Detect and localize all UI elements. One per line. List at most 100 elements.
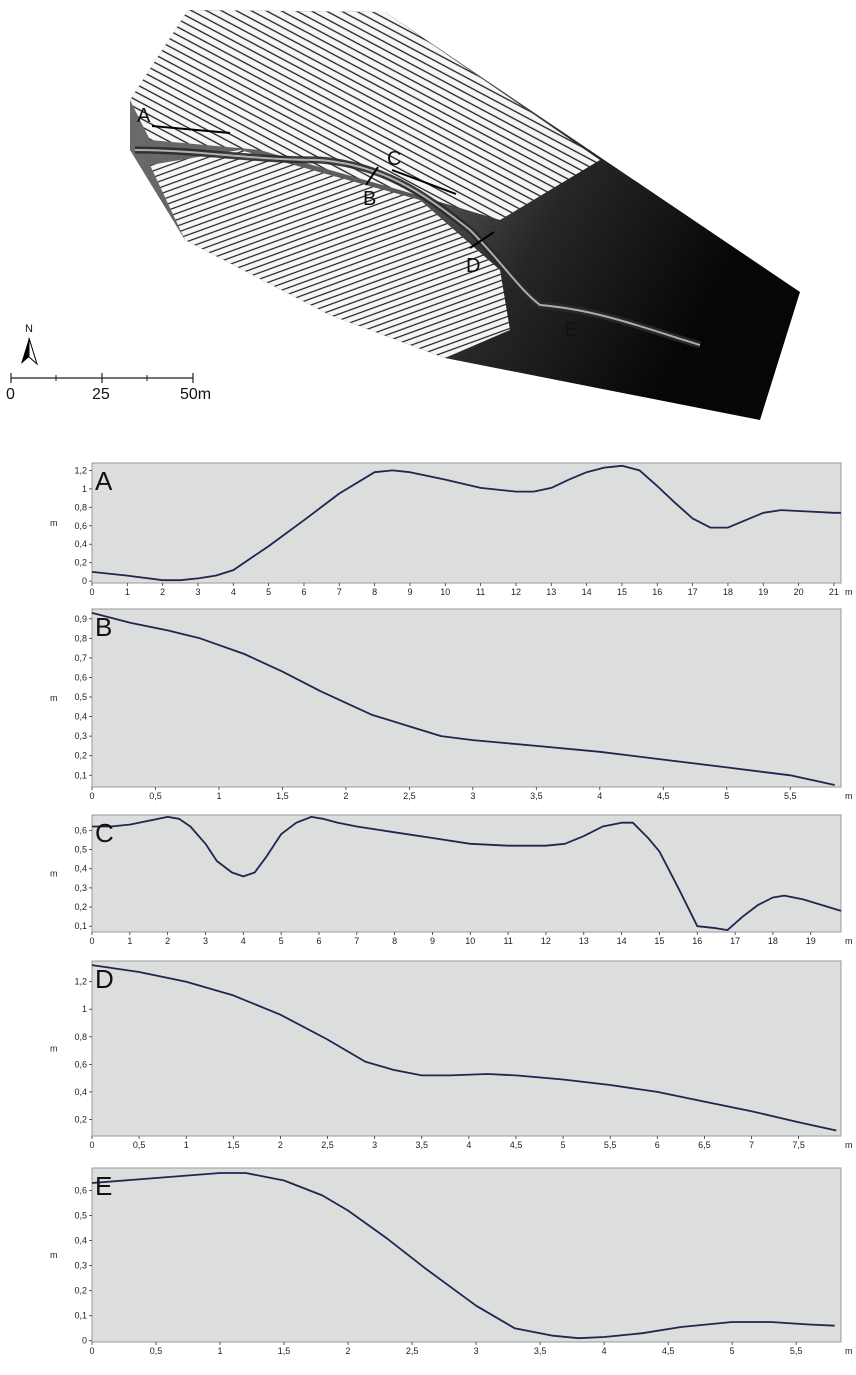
hachure-map-figure: A B C D E N 0 25 50m <box>6 10 800 420</box>
x-tick-label-c: 10 <box>465 936 475 946</box>
x-tick-label-d: 3,5 <box>415 1140 428 1150</box>
x-tick-label-d: 4,5 <box>510 1140 523 1150</box>
x-tick-label-e: 1,5 <box>278 1346 291 1356</box>
plot-area-c <box>91 814 842 933</box>
x-tick-label-a: 20 <box>794 587 804 597</box>
x-tick-label-e: 1 <box>218 1346 223 1356</box>
x-tick-label-e: 0,5 <box>150 1346 163 1356</box>
y-tick-label-e: 0,3 <box>74 1261 87 1271</box>
x-tick-label-d: 1,5 <box>227 1140 240 1150</box>
profile-line-b <box>91 612 835 786</box>
y-tick-label-c: 0,2 <box>74 902 87 912</box>
x-tick-label-c: 16 <box>692 936 702 946</box>
panel-label-c: C <box>95 818 114 848</box>
y-tick-label-e: 0,4 <box>74 1236 87 1246</box>
panel-label-d: D <box>95 964 114 994</box>
x-tick-label-c: 11 <box>503 936 512 946</box>
x-tick-label-e: 5,5 <box>790 1346 803 1356</box>
x-tick-label-d: 1 <box>184 1140 189 1150</box>
panel-label-a: A <box>95 466 113 496</box>
y-tick-label-a: 1,2 <box>74 465 87 475</box>
x-tick-label-d: 0,5 <box>133 1140 146 1150</box>
x-tick-label-d: 0 <box>89 1140 94 1150</box>
section-label-c: C <box>387 148 401 170</box>
x-tick-label-a: 15 <box>617 587 627 597</box>
x-tick-label-c: 7 <box>354 936 359 946</box>
y-tick-label-d: 1,2 <box>74 977 87 987</box>
x-tick-label-a: 9 <box>407 587 412 597</box>
x-tick-label-c: 19 <box>806 936 816 946</box>
y-tick-label-d: 0,8 <box>74 1032 87 1042</box>
profile-line-c <box>92 816 842 931</box>
x-tick-label-b: 4,5 <box>657 791 670 801</box>
x-tick-label-c: 0 <box>89 936 94 946</box>
x-tick-label-a: 1 <box>125 587 130 597</box>
x-tick-label-d: 2 <box>278 1140 283 1150</box>
x-tick-label-b: 4 <box>597 791 602 801</box>
x-axis-label-a: m <box>845 587 853 597</box>
x-tick-label-d: 4 <box>466 1140 471 1150</box>
profile-chart-a: 0 1 2 3 4 5 6 7 8 9 10 11 12 13 14 15 16 17 18 19 20 21 m00,20… <box>50 462 853 597</box>
x-tick-label-d: 7 <box>749 1140 754 1150</box>
x-tick-label-c: 14 <box>617 936 627 946</box>
x-tick-label-c: 1 <box>127 936 132 946</box>
y-tick-label-b: 0,8 <box>74 633 87 643</box>
x-tick-label-c: 18 <box>768 936 778 946</box>
x-tick-label-e: 5 <box>730 1346 735 1356</box>
y-axis-label-e: m <box>50 1250 58 1260</box>
x-tick-label-a: 8 <box>372 587 377 597</box>
y-tick-label-a: 0,8 <box>74 502 87 512</box>
scale-label-25: 25 <box>92 386 110 403</box>
y-tick-label-c: 0,4 <box>74 864 87 874</box>
x-tick-label-c: 6 <box>316 936 321 946</box>
x-tick-label-a: 17 <box>688 587 698 597</box>
profile-charts: 0 1 2 3 4 5 6 7 8 9 10 11 12 13 14 15 16 17 18 19 20 21 m00,20… <box>50 462 853 1356</box>
x-tick-label-a: 19 <box>758 587 768 597</box>
profile-chart-c: 0 1 2 3 4 5 6 7 8 9 10 11 12 13 14 15 16 17 18 19 m0,10,20,3… <box>50 814 853 946</box>
y-axis-label-d: m <box>50 1044 58 1054</box>
x-tick-label-c: 15 <box>654 936 664 946</box>
x-tick-label-a: 18 <box>723 587 733 597</box>
x-tick-label-b: 3,5 <box>530 791 543 801</box>
x-tick-label-a: 13 <box>546 587 556 597</box>
x-tick-label-d: 2,5 <box>321 1140 334 1150</box>
north-label: N <box>25 323 33 335</box>
section-label-a: A <box>137 105 151 127</box>
x-tick-label-b: 1,5 <box>276 791 289 801</box>
scale-bar <box>10 373 194 383</box>
y-tick-label-a: 0,4 <box>74 539 87 549</box>
profile-line-a <box>91 464 841 582</box>
x-tick-label-e: 3 <box>474 1346 479 1356</box>
scale-label-0: 0 <box>6 386 15 403</box>
x-axis-label-e: m <box>845 1346 853 1356</box>
y-tick-label-d: 0,6 <box>74 1059 87 1069</box>
y-axis-label-b: m <box>50 693 58 703</box>
x-tick-label-a: 11 <box>476 587 485 597</box>
y-tick-label-e: 0,1 <box>74 1311 87 1321</box>
panel-label-b: B <box>95 612 112 642</box>
x-tick-label-a: 12 <box>511 587 521 597</box>
y-tick-label-b: 0,4 <box>74 712 87 722</box>
x-tick-label-a: 0 <box>89 587 94 597</box>
x-tick-label-b: 5,5 <box>784 791 797 801</box>
y-tick-label-d: 1 <box>82 1004 87 1014</box>
x-tick-label-c: 2 <box>165 936 170 946</box>
profile-line-e <box>91 1172 835 1340</box>
x-tick-label-d: 6 <box>655 1140 660 1150</box>
x-tick-label-b: 0 <box>89 791 94 801</box>
x-tick-label-c: 17 <box>730 936 740 946</box>
y-tick-label-c: 0,5 <box>74 845 87 855</box>
profile-chart-e: 0 0,5 1 1,5 2 2,5 3 3,5 4 4,5 5 5,5 m 0 0,1 0,2 0,3 0,4 0,… <box>50 1167 853 1356</box>
x-tick-label-e: 2,5 <box>406 1346 419 1356</box>
y-tick-label-d: 0,2 <box>74 1114 87 1124</box>
x-tick-label-a: 4 <box>231 587 236 597</box>
y-tick-label-e: 0,5 <box>74 1211 87 1221</box>
north-arrow <box>21 337 38 366</box>
x-axis-label-c: m <box>845 936 853 946</box>
section-lines <box>151 125 495 249</box>
plot-area-e <box>91 1167 842 1343</box>
x-tick-label-a: 7 <box>337 587 342 597</box>
y-tick-label-e: 0,6 <box>74 1186 87 1196</box>
x-tick-label-a: 10 <box>440 587 450 597</box>
profile-chart-d: 0 0,5 1 1,5 2 2,5 3 3,5 4 4,5 5 5,5 6 6,5 7 7,5 m 0,2 0,4 0… <box>50 960 853 1150</box>
